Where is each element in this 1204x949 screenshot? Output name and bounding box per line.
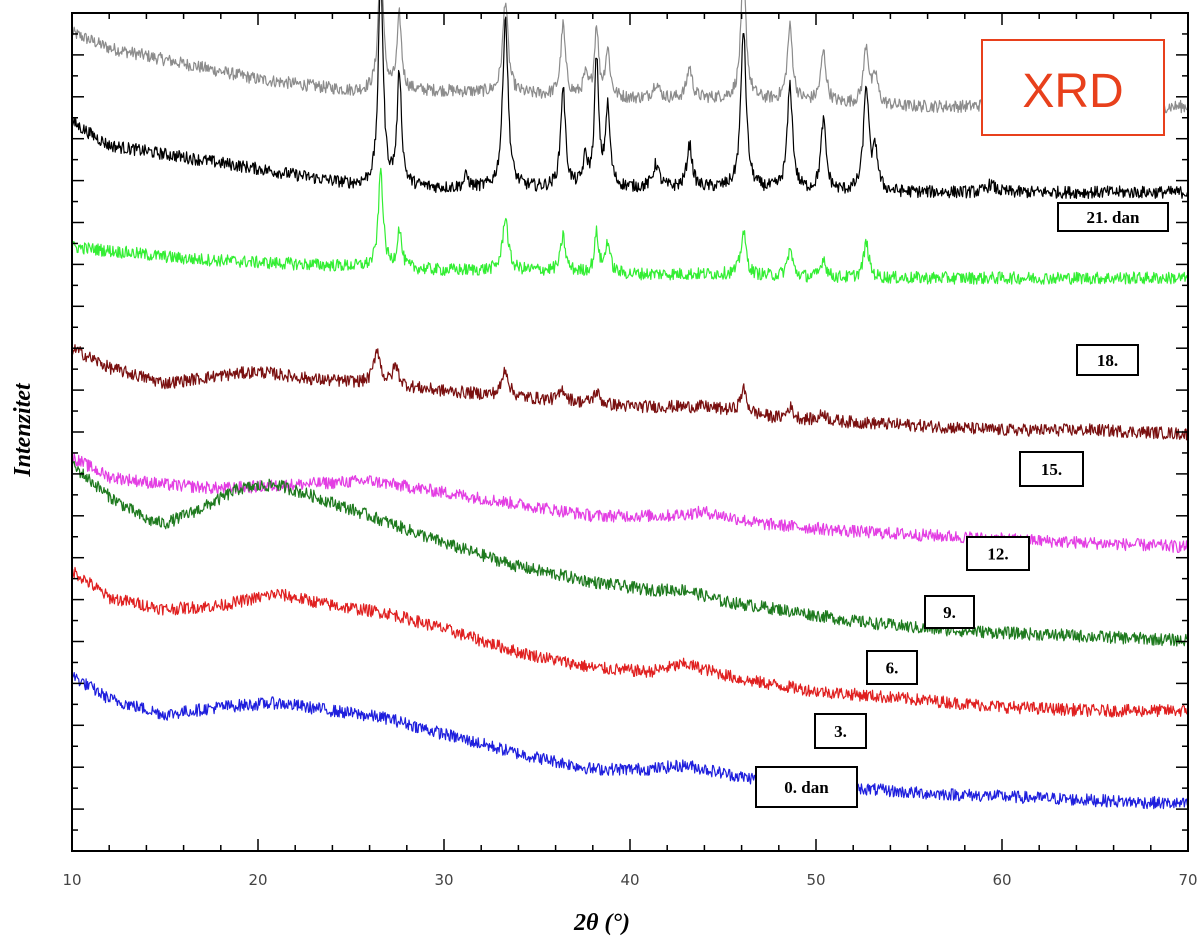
series-label: 15.	[1041, 460, 1062, 479]
series-label: 18.	[1097, 351, 1118, 370]
series-label-box	[924, 595, 975, 629]
series-label-box	[755, 766, 858, 808]
series-label-box	[1057, 202, 1169, 232]
x-tick-labels: 10 20 30 40 50 60 70	[62, 871, 1197, 889]
series-line	[71, 672, 1189, 810]
series-labels: 21. dan 18. 15. 12. 9. 6. 3. 0. dan	[755, 202, 1169, 808]
series-line	[71, 167, 1189, 285]
series-label: 0. dan	[784, 778, 829, 797]
xrd-badge: XRD	[981, 39, 1165, 136]
x-tick-label: 10	[62, 871, 81, 889]
xrd-badge-box	[981, 39, 1165, 136]
series-line	[71, 566, 1189, 718]
series-label-box	[1076, 344, 1139, 376]
series-label: 9.	[943, 603, 956, 622]
series-label-box	[814, 713, 867, 749]
series-line	[71, 344, 1189, 441]
series-label-box	[966, 536, 1030, 571]
series-label-box	[1019, 451, 1084, 487]
x-tick-label: 60	[992, 871, 1011, 889]
series-layer	[71, 0, 1189, 810]
series-label: 6.	[886, 659, 899, 678]
series-label-box	[866, 650, 918, 685]
series-label: 12.	[987, 545, 1008, 564]
x-tick-label: 40	[620, 871, 639, 889]
series-line	[71, 460, 1189, 647]
series-label: 3.	[834, 722, 847, 741]
x-tick-label: 70	[1178, 871, 1197, 889]
x-tick-label: 30	[434, 871, 453, 889]
series-label: 21. dan	[1087, 208, 1140, 227]
x-tick-label: 20	[248, 871, 267, 889]
x-axis-title: 2θ (°)	[573, 910, 630, 936]
ticks-layer	[71, 12, 1189, 852]
y-axis-title: Intenzitet	[10, 382, 36, 478]
x-tick-label: 50	[806, 871, 825, 889]
xrd-badge-text: XRD	[1022, 65, 1123, 118]
series-line	[71, 0, 1189, 199]
